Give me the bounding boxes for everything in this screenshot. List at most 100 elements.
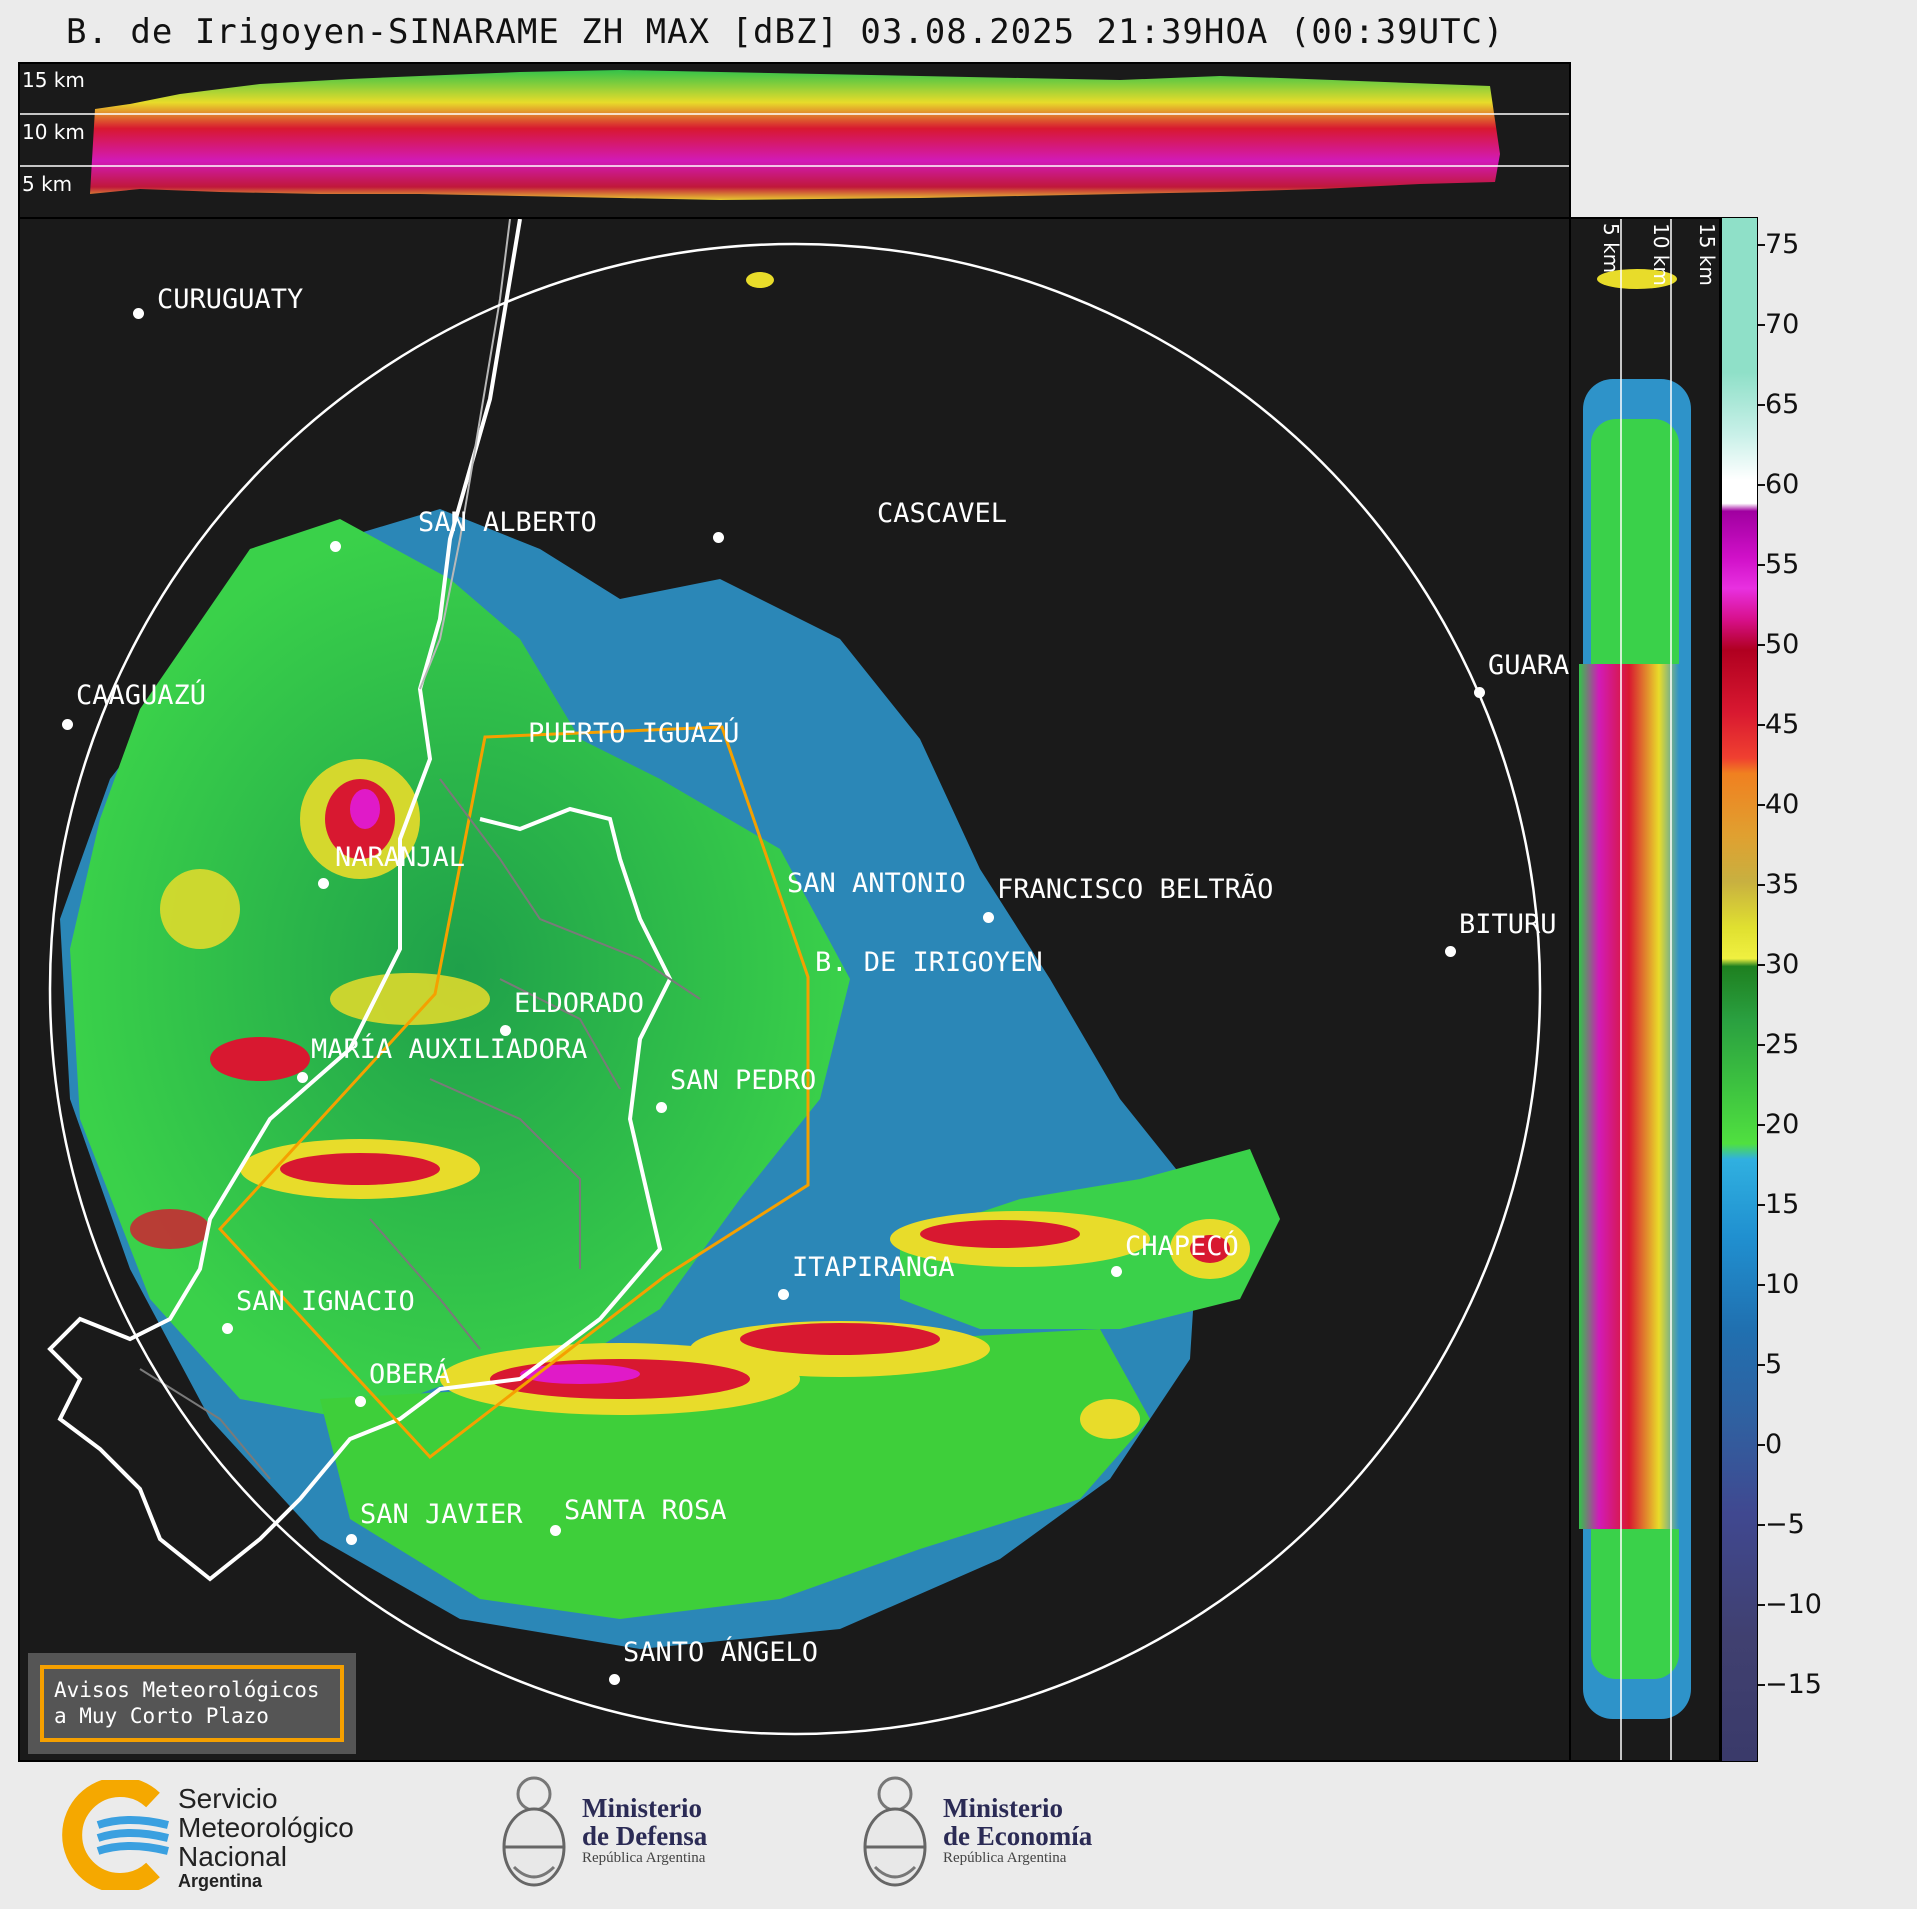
cb-tick-15: 15 bbox=[1765, 1189, 1800, 1220]
range-ring bbox=[48, 242, 1542, 1736]
cb-tick-60: 60 bbox=[1765, 469, 1800, 500]
border-grey bbox=[419, 219, 511, 690]
department-boundaries bbox=[139, 778, 701, 1480]
city-dot-bituru bbox=[1445, 946, 1456, 957]
city-label-puerto-iguazu: PUERTO IGUAZÚ bbox=[528, 718, 740, 749]
economia-logo: Ministerio de Economía República Argenti… bbox=[855, 1772, 1125, 1897]
city-label-bituru: BITURU bbox=[1459, 909, 1557, 940]
city-dot-francisco-beltrao bbox=[983, 912, 994, 923]
map-title: B. de Irigoyen-SINARAME ZH MAX [dBZ] 03.… bbox=[66, 12, 1505, 52]
cb-tick-40: 40 bbox=[1765, 789, 1800, 820]
warning-polygon bbox=[217, 725, 810, 1460]
city-dot-santo-angelo bbox=[609, 1674, 620, 1685]
city-dot-curuguaty bbox=[133, 308, 144, 319]
smn-logo-icon bbox=[62, 1780, 169, 1890]
top-label-10km: 10 km bbox=[22, 120, 85, 144]
city-label-curuguaty: CURUGUATY bbox=[157, 284, 304, 315]
city-dot-guara bbox=[1474, 687, 1485, 698]
top-label-15km: 15 km bbox=[22, 68, 85, 92]
cb-tick-70: 70 bbox=[1765, 309, 1800, 340]
side-echo-core-lower bbox=[1579, 1009, 1679, 1529]
radar-map-svg bbox=[47, 219, 1542, 1736]
city-label-itapiranga: ITAPIRANGA bbox=[792, 1252, 955, 1283]
city-dot-eldorado bbox=[500, 1025, 511, 1036]
cb-tick-50: 50 bbox=[1765, 629, 1800, 660]
cb-tick-45: 45 bbox=[1765, 709, 1800, 740]
side-label-15km: 15 km bbox=[1695, 223, 1719, 286]
defensa-sub: República Argentina bbox=[582, 1850, 706, 1866]
radar-map-panel[interactable]: CURUGUATY SAN ALBERTO CASCAVEL CAAGUAZÚ … bbox=[18, 217, 1571, 1762]
city-dot-caaguazu bbox=[62, 719, 73, 730]
city-dot-san-alberto bbox=[330, 541, 341, 552]
city-label-san-ignacio: SAN IGNACIO bbox=[236, 1286, 415, 1317]
coat-of-arms-icon bbox=[502, 1776, 566, 1887]
city-label-santo-angelo: SANTO ÁNGELO bbox=[623, 1637, 819, 1668]
cb-tick-minus5: −5 bbox=[1765, 1509, 1805, 1540]
smn-line1: Servicio bbox=[178, 1783, 278, 1814]
international-border bbox=[47, 219, 673, 1582]
city-label-francisco-beltrao: FRANCISCO BELTRÃO bbox=[997, 874, 1274, 905]
side-top-echo bbox=[1597, 269, 1677, 289]
city-label-chapeco: CHAPECÓ bbox=[1125, 1231, 1239, 1262]
city-label-obera: OBERÁ bbox=[369, 1359, 451, 1390]
city-label-santa-rosa: SANTA ROSA bbox=[564, 1495, 727, 1526]
city-label-cascavel: CASCAVEL bbox=[877, 498, 1008, 529]
cb-tick-5: 5 bbox=[1765, 1349, 1783, 1380]
side-label-10km: 10 km bbox=[1649, 223, 1673, 286]
convective-cells bbox=[130, 272, 1250, 1439]
city-label-caaguazu: CAAGUAZÚ bbox=[76, 680, 207, 711]
city-label-san-antonio: SAN ANTONIO bbox=[787, 868, 966, 899]
economia-sub: República Argentina bbox=[943, 1850, 1067, 1866]
city-label-guara: GUARA bbox=[1488, 650, 1570, 681]
cb-tick-minus10: −10 bbox=[1765, 1589, 1822, 1620]
coat-of-arms-icon bbox=[863, 1776, 927, 1887]
city-dot-itapiranga bbox=[778, 1289, 789, 1300]
city-label-naranjal: NARANJAL bbox=[335, 842, 466, 873]
defensa-line1: Ministerio bbox=[582, 1793, 702, 1823]
city-dot-maria-auxiliadora bbox=[297, 1072, 308, 1083]
cb-tick-25: 25 bbox=[1765, 1029, 1800, 1060]
top-label-5km: 5 km bbox=[22, 172, 73, 196]
defensa-logo: Ministerio de Defensa República Argentin… bbox=[494, 1772, 754, 1897]
cb-tick-30: 30 bbox=[1765, 949, 1800, 980]
city-dot-naranjal bbox=[318, 878, 329, 889]
city-label-eldorado: ELDORADO bbox=[514, 988, 645, 1019]
city-dot-santa-rosa bbox=[550, 1525, 561, 1536]
cb-tick-75: 75 bbox=[1765, 229, 1800, 260]
cb-tick-0: 0 bbox=[1765, 1429, 1783, 1460]
small-echo-north bbox=[746, 272, 774, 288]
city-dot-san-ignacio bbox=[222, 1323, 233, 1334]
defensa-line2: de Defensa bbox=[582, 1821, 708, 1851]
economia-line2: de Economía bbox=[943, 1821, 1093, 1851]
top-profile-echo bbox=[90, 70, 1500, 200]
cb-tick-10: 10 bbox=[1765, 1269, 1800, 1300]
smn-line4: Argentina bbox=[178, 1871, 263, 1891]
city-label-san-javier: SAN JAVIER bbox=[360, 1499, 523, 1530]
cb-tick-65: 65 bbox=[1765, 389, 1800, 420]
smn-line2: Meteorológico bbox=[178, 1812, 354, 1843]
city-label-san-pedro: SAN PEDRO bbox=[670, 1065, 817, 1096]
city-dot-san-pedro bbox=[656, 1102, 667, 1113]
dbz-colorbar bbox=[1721, 217, 1758, 1762]
city-label-maria-auxiliadora: MARÍA AUXILIADORA bbox=[311, 1034, 588, 1065]
side-height-profile-panel: 5 km 10 km 15 km bbox=[1569, 217, 1721, 1762]
cb-tick-minus15: −15 bbox=[1765, 1669, 1822, 1700]
warning-legend-text: Avisos Meteorológicos a Muy Corto Plazo bbox=[40, 1665, 344, 1742]
top-profile-svg bbox=[20, 70, 1569, 200]
city-label-san-alberto: SAN ALBERTO bbox=[418, 507, 597, 538]
smn-line3: Nacional bbox=[178, 1841, 287, 1872]
city-dot-san-javier bbox=[346, 1534, 357, 1545]
city-dot-obera bbox=[355, 1396, 366, 1407]
smn-logo: Servicio Meteorológico Nacional Argentin… bbox=[58, 1780, 398, 1891]
city-dot-cascavel bbox=[713, 532, 724, 543]
top-height-profile-panel: 15 km 10 km 5 km bbox=[18, 62, 1571, 219]
cb-tick-20: 20 bbox=[1765, 1109, 1800, 1140]
echo-green-west bbox=[70, 519, 850, 1419]
warning-legend-box: Avisos Meteorológicos a Muy Corto Plazo bbox=[28, 1653, 356, 1754]
cb-tick-35: 35 bbox=[1765, 869, 1800, 900]
side-profile-svg bbox=[1579, 219, 1691, 1760]
city-label-b-de-irigoyen: B. DE IRIGOYEN bbox=[815, 947, 1043, 978]
side-label-5km: 5 km bbox=[1599, 223, 1623, 274]
cb-tick-55: 55 bbox=[1765, 549, 1800, 580]
city-dot-chapeco bbox=[1111, 1266, 1122, 1277]
